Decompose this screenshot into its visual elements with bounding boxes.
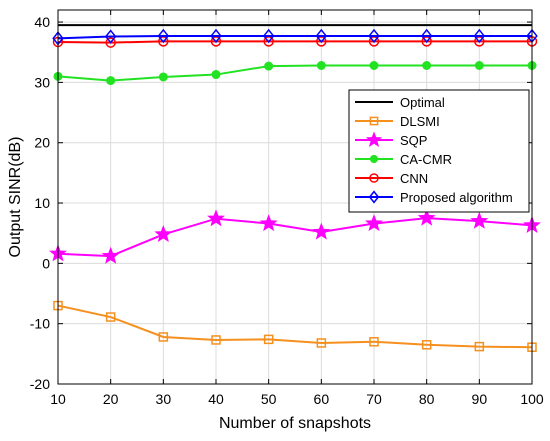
legend-swatch-marker [369,173,379,183]
data-point [154,224,173,243]
data-point [106,76,116,86]
data-point [474,60,484,70]
legend-label: Optimal [400,95,445,110]
data-point [104,29,117,44]
data-point [421,340,432,350]
data-point [101,246,120,264]
legend-swatch-marker [365,131,383,147]
data-point [369,60,379,70]
y-axis-label: Output SINR(dB) [7,137,24,258]
data-point [158,72,168,82]
data-point [417,208,436,226]
legend-item: Optimal [355,95,445,110]
x-tick-label: 70 [366,391,382,407]
series-line [57,304,533,349]
data-point [369,337,379,347]
series-proposed-algorithm [52,28,538,46]
ticks: 10 20 30 40 50 60 70 80 90 100 -20 -10 0 10 20 30 40 [30,10,544,407]
legend-item: CA-CMR [355,152,452,167]
data-point [470,211,489,229]
data-point [312,222,331,240]
data-point [315,28,328,44]
data-point [263,334,274,345]
legend-swatch-marker [369,154,379,164]
x-tick-label: 60 [314,391,330,407]
legend-item: CNN [355,171,428,186]
series-sqp [49,208,541,264]
y-tick-label: -20 [30,376,50,392]
y-tick-label: 30 [34,74,50,90]
data-point [262,28,275,44]
x-tick-label: 50 [261,391,277,407]
plot-frame [57,9,533,385]
x-axis-label: Number of snapshots [219,415,371,432]
y-tick-label: -10 [30,316,50,332]
legend-label: SQP [400,133,427,148]
legend-label: DLSMI [400,114,440,129]
x-tick-label: 20 [103,391,119,407]
x-tick-label: 100 [520,391,544,407]
series-line [57,40,532,44]
data-point [210,28,222,44]
legend-box [348,89,530,213]
data-point [368,28,380,44]
legend-item: Proposed algorithm [355,190,513,205]
data-point [158,332,169,342]
data-point [207,209,225,227]
data-point [157,28,170,44]
data-point [316,60,326,70]
x-tick-label: 10 [50,391,66,407]
series-line [57,34,532,40]
y-tick-label: 20 [34,135,50,151]
legend-item: DLSMI [355,114,440,129]
legend-label: CA-CMR [400,152,452,167]
series-ca-cmr [53,60,537,86]
data-point [422,60,432,70]
series-line [57,64,532,82]
y-tick-label: 10 [34,195,50,211]
data-point [259,214,278,232]
data-point [473,28,486,44]
legend: Optimal DLSMI SQP CA-CMR CNN Proposed algorit… [348,89,530,213]
data-point [105,37,116,48]
data-point [211,70,221,80]
data-point [105,312,116,322]
data-point [316,338,327,348]
data-point [211,335,221,345]
legend-swatch-marker [368,190,380,204]
y-tick-label: 0 [42,255,50,271]
data-point [264,61,274,71]
legend-item: SQP [355,131,427,148]
x-tick-label: 40 [208,391,224,407]
data-point [420,28,433,44]
legend-swatch-marker [369,116,379,126]
data-point [365,214,383,232]
legend-label: CNN [400,171,428,186]
series-line [57,217,533,258]
x-tick-label: 80 [419,391,435,407]
legend-label: Proposed algorithm [400,190,513,205]
x-tick-label: 90 [472,391,488,407]
data-point [474,341,485,352]
y-tick-label: 40 [34,14,50,30]
x-tick-label: 30 [156,391,172,407]
